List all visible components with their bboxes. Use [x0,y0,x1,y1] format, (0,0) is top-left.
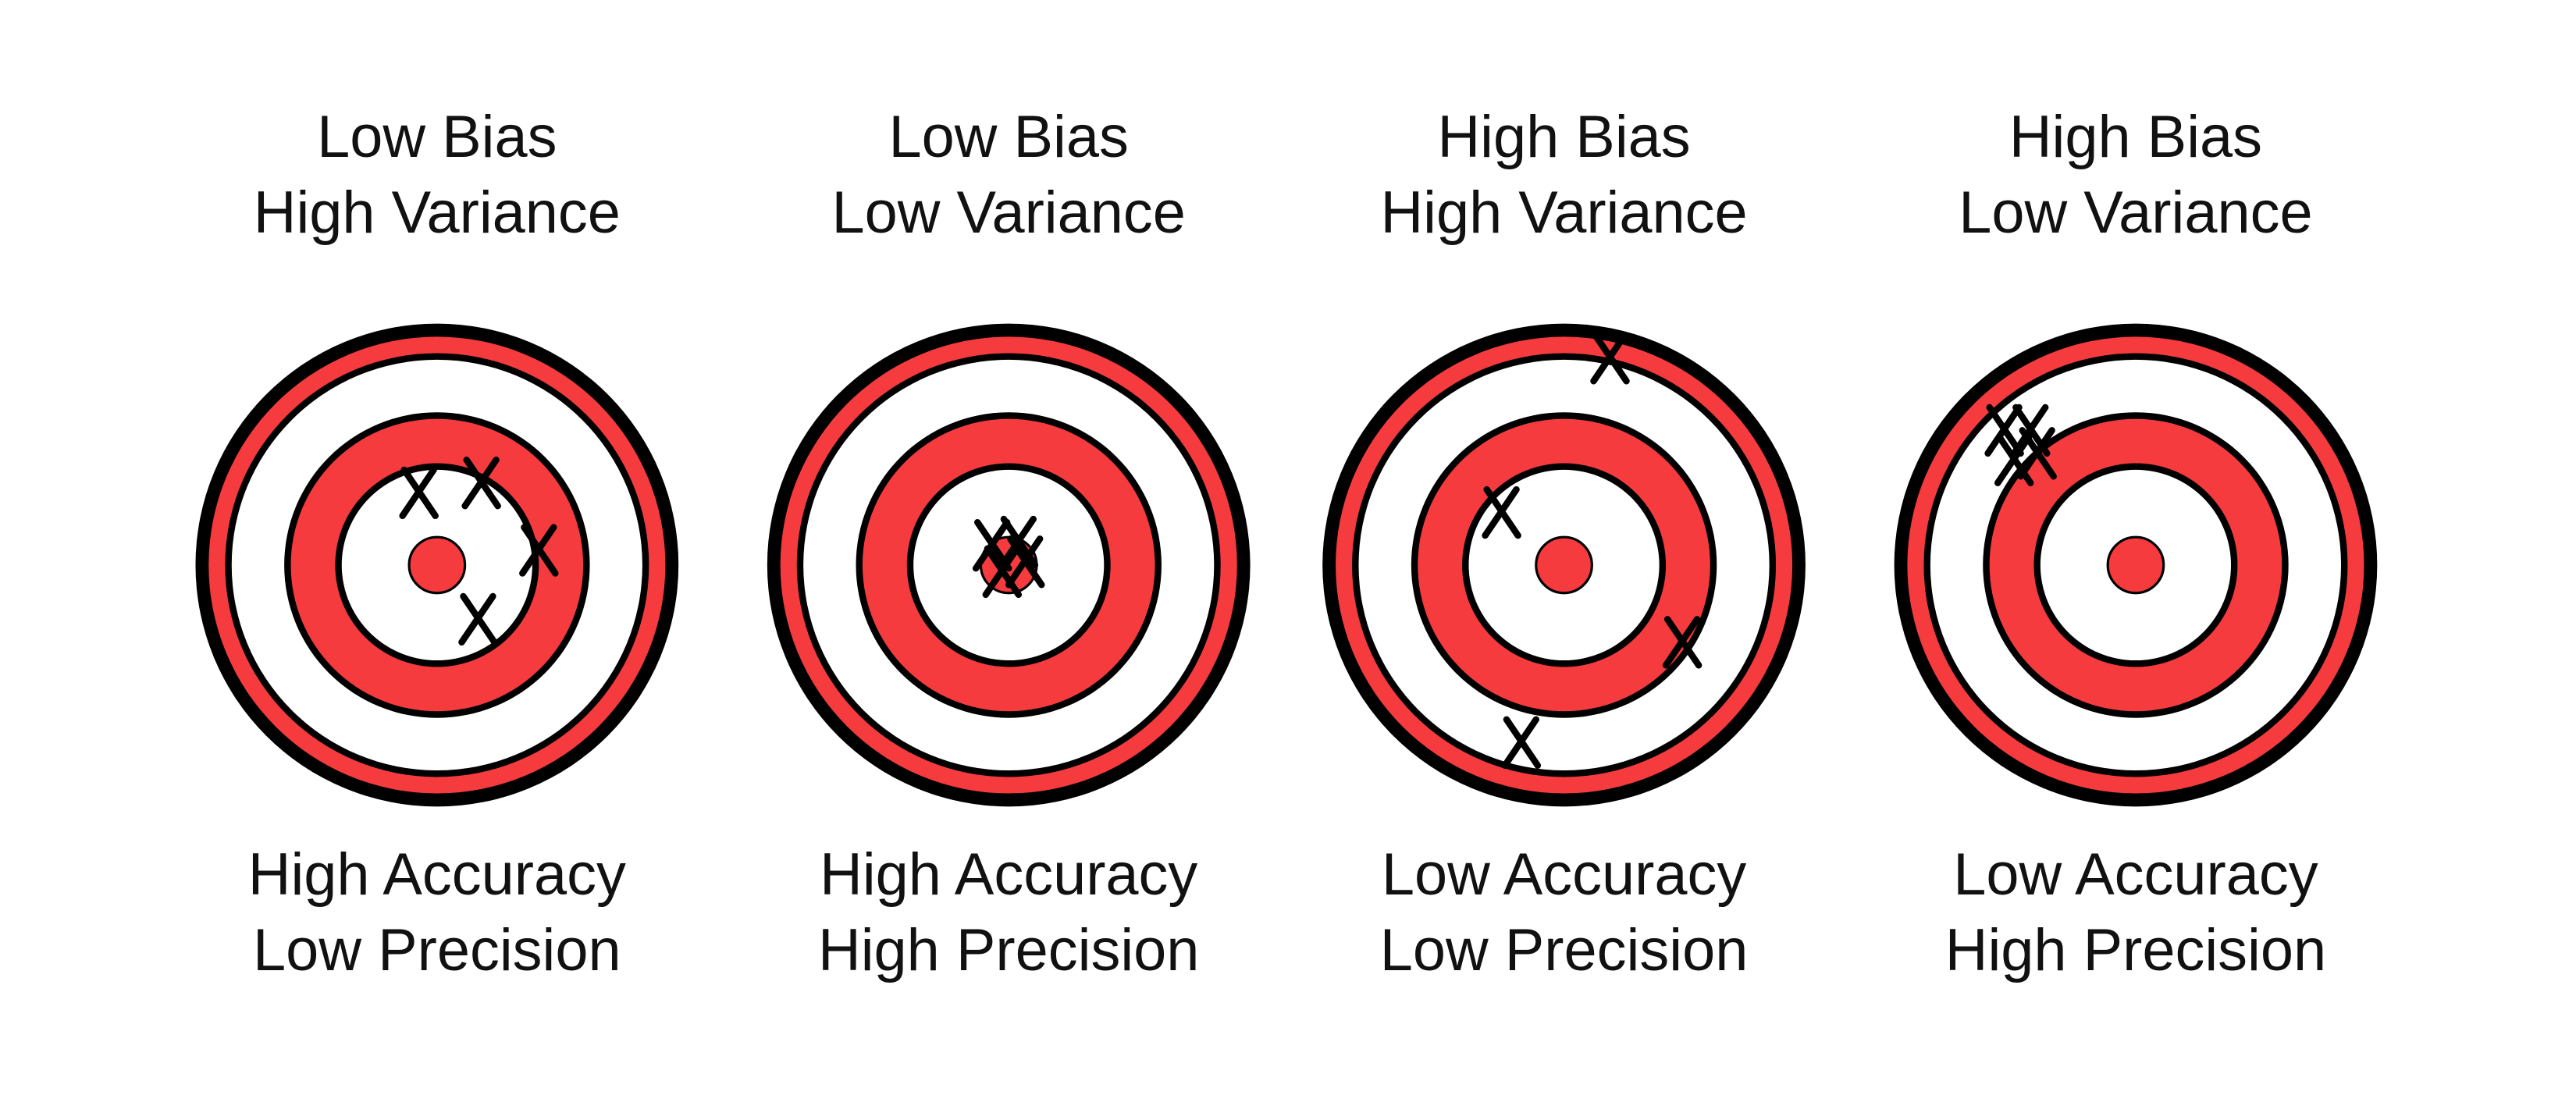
hit-mark [982,545,1023,599]
bullseye [2106,535,2165,595]
hit-mark [519,524,559,577]
top-label: High Bias [2009,104,2262,170]
top-label: Low Bias [889,104,1129,170]
bullseye [1535,535,1593,595]
bottom-label: Low Accuracy [1953,841,2318,908]
hit-mark [1482,485,1521,539]
bottom-label: High Precision [818,917,1199,983]
bottom-label: High Accuracy [248,841,626,908]
hit-mark [461,457,501,510]
bottom-label: Low Accuracy [1382,841,1746,908]
bottom-label: High Precision [1945,917,2326,983]
hit-mark [1005,535,1045,589]
hit-mark [1590,332,1630,385]
hit-mark [1662,616,1703,669]
top-label: High Bias [1437,104,1690,170]
top-label: Low Bias [317,104,557,170]
hit-mark [399,466,439,520]
bottom-label: Low Precision [253,917,621,983]
hit-mark [2017,427,2057,480]
bullseye [407,535,467,595]
top-label: High Variance [1380,180,1747,246]
top-label: Low Variance [1959,180,2312,246]
hit-mark [458,592,498,646]
top-label: High Variance [254,180,621,246]
top-label: Low Variance [832,180,1186,246]
bottom-label: High Accuracy [820,841,1197,908]
hit-mark [1501,716,1542,769]
bottom-label: Low Precision [1380,917,1749,983]
